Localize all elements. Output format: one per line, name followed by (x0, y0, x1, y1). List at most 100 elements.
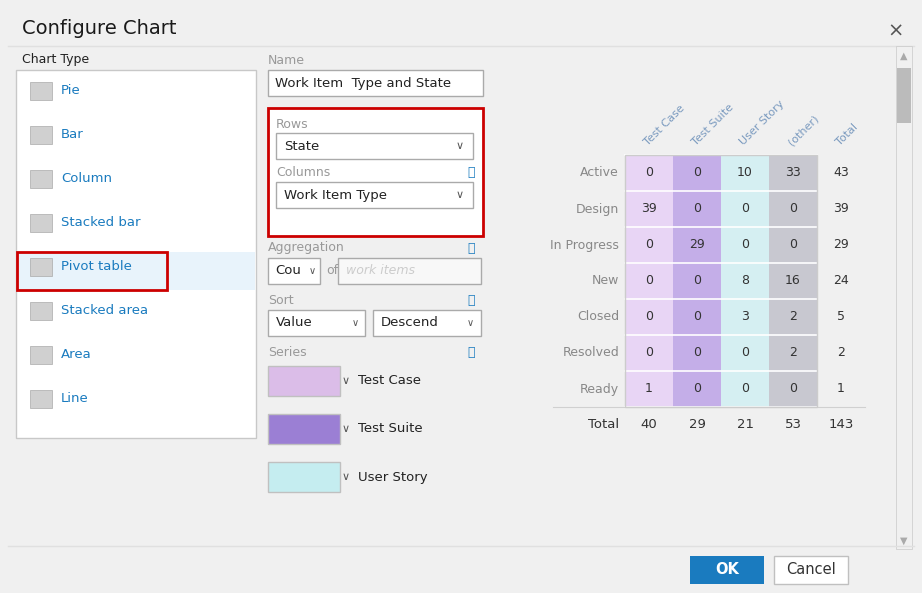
Text: 29: 29 (689, 238, 705, 251)
Bar (721, 155, 769, 407)
Bar (17, 252, 167, 290)
Text: State: State (284, 139, 319, 152)
Bar (30, 390, 52, 408)
Bar (30, 302, 52, 320)
Text: 1: 1 (645, 382, 653, 396)
Bar (896, 46, 912, 549)
Text: ∨: ∨ (342, 376, 350, 386)
Bar (30, 214, 52, 232)
Text: Resolved: Resolved (562, 346, 619, 359)
Bar (30, 258, 52, 276)
Text: 10: 10 (737, 167, 753, 180)
Text: 0: 0 (645, 346, 653, 359)
Text: 0: 0 (645, 275, 653, 288)
Text: ▲: ▲ (900, 51, 908, 61)
Text: ⓘ: ⓘ (467, 165, 475, 178)
Bar (268, 310, 365, 336)
Bar (625, 155, 673, 407)
Bar (30, 170, 52, 188)
Text: 40: 40 (641, 419, 657, 432)
Text: 21: 21 (737, 419, 753, 432)
Text: 0: 0 (693, 202, 701, 215)
Text: 24: 24 (833, 275, 849, 288)
Text: 5: 5 (837, 311, 845, 324)
Bar (16, 70, 256, 438)
Bar (268, 366, 340, 396)
Text: ∨: ∨ (309, 266, 315, 276)
Bar (30, 82, 52, 100)
Text: ∨: ∨ (342, 424, 350, 434)
Text: Area: Area (61, 349, 92, 362)
Text: 43: 43 (833, 167, 849, 180)
Text: Stacked bar: Stacked bar (61, 216, 140, 229)
Text: 33: 33 (786, 167, 801, 180)
Bar (774, 556, 848, 584)
Text: ∨: ∨ (456, 190, 464, 200)
Bar (30, 126, 52, 144)
Text: ⓘ: ⓘ (467, 346, 475, 359)
Text: work items: work items (346, 264, 415, 278)
Text: Line: Line (61, 393, 89, 406)
Text: 3: 3 (741, 311, 749, 324)
Text: Work Item  Type and State: Work Item Type and State (275, 76, 451, 90)
Text: Design: Design (575, 202, 619, 215)
Text: 0: 0 (741, 346, 749, 359)
Text: Column: Column (61, 173, 112, 186)
Text: Aggregation: Aggregation (268, 241, 345, 254)
Text: User Story: User Story (738, 98, 786, 147)
Text: 0: 0 (645, 238, 653, 251)
Text: 0: 0 (693, 167, 701, 180)
Text: Work Item Type: Work Item Type (284, 189, 387, 202)
Text: 39: 39 (641, 202, 656, 215)
Text: Sort: Sort (268, 294, 293, 307)
Text: 0: 0 (645, 311, 653, 324)
Bar (268, 462, 340, 492)
Text: 143: 143 (828, 419, 854, 432)
Text: Chart Type: Chart Type (22, 53, 89, 66)
Bar (673, 155, 721, 407)
Bar (276, 182, 473, 208)
Text: ⓘ: ⓘ (467, 241, 475, 254)
Text: Name: Name (268, 53, 305, 66)
Text: Ready: Ready (580, 382, 619, 396)
Text: 16: 16 (786, 275, 801, 288)
Bar (17, 252, 255, 290)
Text: ∨: ∨ (342, 472, 350, 482)
Bar (30, 346, 52, 364)
Text: 39: 39 (833, 202, 849, 215)
Text: 0: 0 (693, 382, 701, 396)
Text: 0: 0 (741, 202, 749, 215)
Text: Cou: Cou (275, 264, 301, 278)
Text: ∨: ∨ (456, 141, 464, 151)
Bar (373, 310, 481, 336)
Bar (276, 133, 473, 159)
Text: Series: Series (268, 346, 307, 359)
Text: Bar: Bar (61, 129, 84, 142)
Text: ∨: ∨ (351, 318, 359, 328)
Text: Stacked area: Stacked area (61, 304, 148, 317)
Text: ×: × (888, 22, 904, 41)
Text: (other): (other) (786, 113, 821, 147)
Text: 0: 0 (645, 167, 653, 180)
Text: Closed: Closed (577, 311, 619, 324)
Text: Test Case: Test Case (642, 103, 686, 147)
Text: Pivot table: Pivot table (61, 260, 132, 273)
Text: OK: OK (715, 563, 739, 578)
Text: Total: Total (833, 122, 859, 147)
Text: of: of (326, 264, 338, 278)
Text: 0: 0 (789, 202, 797, 215)
Text: ▼: ▼ (900, 536, 908, 546)
Text: 0: 0 (789, 238, 797, 251)
Text: ⓘ: ⓘ (467, 294, 475, 307)
Text: Rows: Rows (276, 117, 309, 130)
Bar (268, 70, 483, 96)
Bar (897, 68, 911, 123)
Text: 1: 1 (837, 382, 845, 396)
Text: 0: 0 (693, 346, 701, 359)
Text: Test Suite: Test Suite (690, 102, 735, 147)
Text: 53: 53 (785, 419, 801, 432)
Text: User Story: User Story (358, 470, 428, 483)
Text: Configure Chart: Configure Chart (22, 18, 176, 37)
Text: Active: Active (580, 167, 619, 180)
Text: 2: 2 (789, 311, 797, 324)
